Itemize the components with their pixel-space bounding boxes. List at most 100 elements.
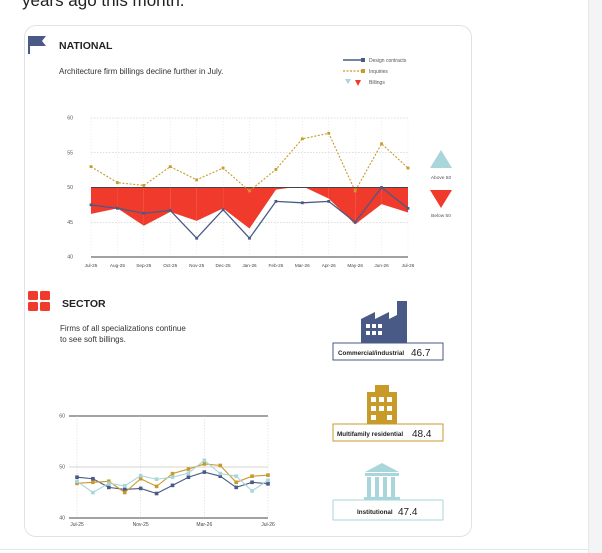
national-xtick-label: Jun-26 [374,263,389,268]
multifamily-point [122,490,127,495]
national-xtick-label: Mar-26 [295,263,310,268]
above-50-label: Above 50 [431,175,452,181]
billings-area-segment [275,187,303,190]
sector-ytick-label: 60 [59,414,65,420]
institutional-point [218,471,223,476]
sector-xtick-label: Jul-26 [261,522,275,528]
institutional-value: 47.4 [398,507,418,518]
page-intro-text: years ago this month. [22,0,185,10]
legend-design-marker [361,58,365,62]
national-xtick-label: Nov-25 [189,263,205,268]
multifamily-point [186,467,191,471]
design-contracts-point [380,186,383,189]
billings-area-segment [170,187,197,221]
sector-heading: SECTOR [62,298,106,310]
commercial-point [122,487,127,492]
inquiries-point [195,178,199,182]
legend-design-label: Design contracts [369,58,407,64]
legend-inquiries-marker [361,69,365,73]
commercial-point [234,485,238,490]
institution-icon [364,463,400,500]
multifamily-point [218,463,223,468]
bottom-divider [0,549,588,550]
commercial-point [266,482,270,486]
national-xtick-label: Dec-25 [216,263,232,268]
commercial-point [138,486,143,491]
multifamily-point [91,480,95,485]
multifamily-point [154,484,159,489]
multifamily-point [138,476,143,481]
multifamily-box [332,423,444,442]
national-chart: 40 45 50 55 60 Jul-25 Aug-25 Sep-25 Oct-25 Nov-25… [67,116,415,268]
sector-chart: 40 50 60 Jul-25 Nov-25 Mar-26 Jul-26 [59,414,275,528]
commercial-point [250,480,254,485]
design-contracts-point [89,203,93,207]
commercial-box [332,342,444,361]
sector-xtick-label: Jul-25 [70,522,84,528]
institutional-label: Institutional [357,509,393,516]
sector-xtick-label: Nov-25 [133,522,149,528]
below-50-triangle [430,190,452,208]
multifamily-value: 48.4 [412,429,432,440]
commercial-point [218,474,223,478]
multifamily-point [250,474,254,478]
inquiries-point [380,142,383,146]
billings-area-segment [249,187,276,229]
design-contracts-point [142,211,146,215]
national-xtick-label: Apr-26 [322,263,336,268]
scrollbar-track[interactable] [588,0,602,553]
sector-xtick-label: Mar-26 [196,522,212,528]
institutional-point [234,474,238,478]
design-contracts-point [327,200,331,203]
multifamily-point [234,480,238,485]
factory-icon [361,301,407,343]
infographic-svg: NATIONAL Architecture firm billings decl… [28,36,452,528]
inquiries-line [90,132,409,193]
design-contracts-point [195,236,199,240]
sector-subtitle-line2: to see soft billings. [60,335,126,344]
multifamily-label: Multifamily residential [337,431,403,438]
legend-inquiries-label: Inquiries [369,69,388,75]
flag-icon [28,36,46,54]
inquiries-point [116,181,119,185]
billings-area-segment [223,187,250,229]
design-contracts-point [353,220,357,224]
commercial-point [91,476,95,481]
above-50-triangle [430,150,452,168]
billings-area-segment [302,187,329,199]
commercial-point [154,491,159,496]
national-ytick-label: 60 [67,116,73,122]
national-ytick-label: 45 [67,220,73,226]
sector-ytick-label: 40 [59,516,65,522]
commercial-point [202,470,207,474]
institutional-point [154,477,159,482]
inquiries-point [221,166,225,170]
institutional-point [138,473,143,478]
inquiries-point [406,166,410,170]
inquiries-point [300,137,304,141]
national-xtick-label: Jan-26 [242,263,257,268]
inquiries-point [353,189,357,193]
multifamily-point [170,471,175,476]
sector-subtitle-line1: Firms of all specializations continue [60,324,186,333]
national-xtick-label: Aug-25 [110,263,126,268]
billings-area-segment [328,187,356,225]
national-ytick-label: 55 [67,150,73,156]
design-contracts-point [300,201,304,205]
billings-area-segment [117,187,144,226]
national-xtick-label: Sep-25 [136,263,152,268]
billings-area-segment [143,187,171,226]
design-contracts-point [406,206,410,210]
national-ytick-label: 50 [67,185,73,191]
multifamily-point [202,462,207,466]
multifamily-point [107,479,111,484]
design-contracts-point [221,208,225,212]
national-ytick-label: 40 [67,255,73,261]
legend-billings-label: Billings [369,80,385,86]
design-contracts-point [274,200,278,203]
inquiries-point [248,189,251,193]
legend-billings-up [345,79,351,84]
billings-area-segment [91,187,118,214]
institutional-point [170,475,175,479]
national-xtick-label: Jul-26 [402,263,415,268]
